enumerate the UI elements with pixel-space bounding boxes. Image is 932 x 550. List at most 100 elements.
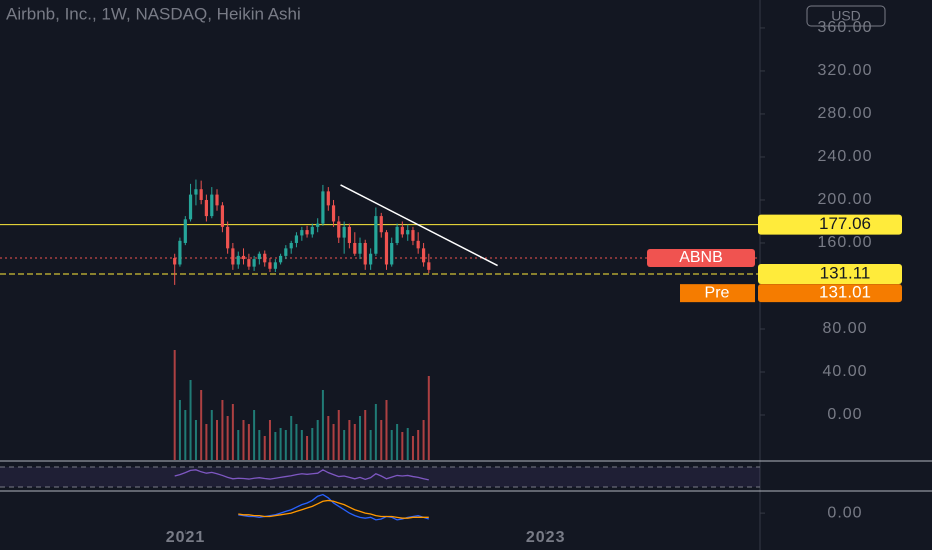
volume-bar — [263, 436, 266, 460]
volume-bar — [321, 390, 324, 460]
volume-bar — [300, 430, 303, 460]
volume-bar — [369, 430, 372, 460]
volume-bar — [427, 376, 430, 460]
candle-body — [331, 205, 336, 222]
candle-body — [263, 253, 267, 263]
price-label: 131.11 — [820, 264, 871, 283]
volume-bar — [359, 416, 362, 460]
candle-body — [215, 194, 219, 206]
currency[interactable]: USD — [831, 8, 861, 24]
volume-bar — [205, 424, 208, 460]
candle-body — [268, 262, 272, 269]
candle-body — [421, 248, 426, 263]
volume-bar — [173, 350, 176, 460]
candle-body — [241, 255, 246, 260]
volume-bar — [242, 420, 245, 460]
trendline — [340, 184, 498, 267]
volume-bar — [316, 420, 319, 460]
candle-body — [204, 199, 208, 217]
candle-body — [289, 242, 293, 249]
candle-body — [342, 226, 346, 238]
candle-body — [406, 230, 410, 235]
volume-bar — [337, 410, 340, 460]
volume-bar — [422, 420, 425, 460]
y-tick-label: 240.00 — [818, 148, 873, 165]
volume-bar — [253, 410, 256, 460]
y-tick-label: 40.00 — [822, 363, 867, 380]
volume-bar — [290, 416, 293, 460]
candle-body — [278, 255, 283, 263]
volume-bar — [200, 390, 203, 460]
candle-body — [220, 205, 225, 227]
volume-bar — [194, 420, 197, 460]
candle-body — [363, 242, 367, 265]
volume-bar — [417, 430, 420, 460]
volume-bar — [411, 436, 414, 460]
volume-bar — [189, 380, 192, 460]
candle-body — [210, 194, 214, 217]
candle-body — [294, 235, 299, 243]
candle-body — [252, 259, 256, 267]
volume-bar — [332, 424, 335, 460]
rsi-band — [0, 467, 760, 487]
candle-body — [183, 219, 187, 243]
volume-bar — [327, 416, 330, 460]
y-tick-label: 280.00 — [818, 105, 873, 122]
symbol-box — [647, 249, 755, 268]
y-tick-label: 80.00 — [822, 320, 867, 337]
candle-body — [384, 232, 389, 265]
candle-body — [353, 242, 357, 254]
rsi-line — [174, 469, 429, 481]
candle-body — [400, 226, 404, 235]
volume-bar — [396, 424, 399, 460]
x-tick-label: 2021 — [166, 529, 206, 546]
volume-bar — [364, 410, 367, 460]
y-tick-label: 160.00 — [818, 234, 873, 251]
candle-body — [231, 248, 235, 265]
premarket-box — [758, 284, 902, 303]
candle-body — [411, 230, 415, 241]
candle-body — [374, 216, 378, 254]
volume-bar — [279, 428, 282, 460]
symbol-label: ABNB — [679, 249, 723, 266]
y-tick-label: 320.00 — [818, 62, 873, 79]
price-label-box — [758, 214, 902, 235]
candle-body — [300, 230, 304, 236]
volume-bar — [295, 424, 298, 460]
candle-body — [257, 253, 261, 260]
y-tick-label: 360.00 — [818, 19, 873, 36]
volume-bar — [380, 420, 383, 460]
candle-body — [284, 248, 288, 256]
volume-bar — [226, 416, 229, 460]
candle-body — [178, 240, 182, 265]
volume-bar — [231, 404, 234, 460]
candle-body — [358, 242, 362, 254]
currency-box[interactable] — [806, 5, 886, 27]
volume-bar — [247, 424, 250, 460]
volume-bar — [284, 430, 287, 460]
candle-body — [416, 240, 420, 249]
volume-bar — [237, 430, 240, 460]
volume-bar — [258, 430, 261, 460]
volume-bar — [390, 430, 393, 460]
y-tick-label: 200.00 — [818, 191, 873, 208]
volume-bar — [385, 400, 388, 460]
candle-body — [199, 189, 203, 200]
candle-body — [194, 189, 198, 195]
volume-bar — [178, 400, 181, 460]
volume-bar — [353, 424, 356, 460]
premarket-label: Pre — [705, 284, 730, 301]
y-tick-label: 0.00 — [827, 504, 862, 521]
volume-bar — [343, 430, 346, 460]
candle-body — [316, 223, 320, 227]
volume-bar — [221, 400, 224, 460]
candle-body — [427, 262, 431, 270]
volume-bar — [184, 410, 187, 460]
candle-body — [173, 258, 177, 265]
candle-body — [369, 253, 373, 265]
signal-line — [238, 499, 429, 519]
price-label-box — [758, 264, 902, 285]
volume-bar — [210, 410, 213, 460]
x-tick-label: 2023 — [526, 529, 566, 546]
premarket-value: 131.01 — [819, 283, 871, 302]
